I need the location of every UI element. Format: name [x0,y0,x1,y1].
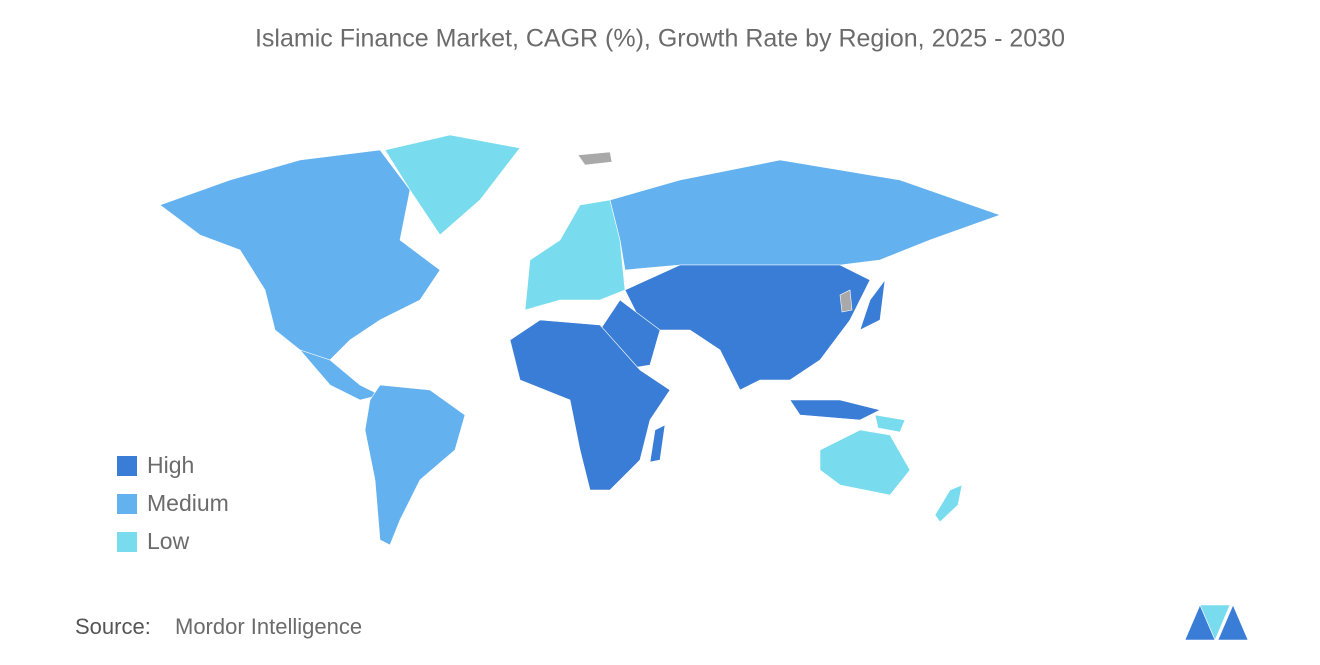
legend-swatch [117,532,137,552]
south-america [364,384,466,546]
central-america [299,349,381,401]
korea [839,289,853,313]
legend-label: Low [147,528,190,554]
greenland [384,134,521,236]
north-america [159,149,441,361]
legend-label: High [147,452,194,478]
logo-shape [1217,604,1249,641]
legend-swatch [117,456,137,476]
logo [1184,604,1249,641]
source-label: Source: [75,614,151,639]
source-text: Mordor Intelligence [175,614,362,639]
legend-label: Medium [147,490,229,516]
svalbard [577,151,613,166]
title: Islamic Finance Market, CAGR (%), Growth… [255,25,1065,53]
africa [509,319,671,491]
asia [624,264,871,391]
logo-shape [1199,604,1231,641]
new-zealand [934,484,963,523]
australia [819,429,911,496]
legend: High Medium Low [117,452,229,554]
papua-new-guinea [874,414,906,433]
world-map [159,134,1001,546]
madagascar [649,424,666,463]
legend-swatch [117,494,137,514]
japan [859,278,886,331]
southeast-asia [789,399,881,421]
europe [524,199,626,311]
russia [609,159,1001,271]
